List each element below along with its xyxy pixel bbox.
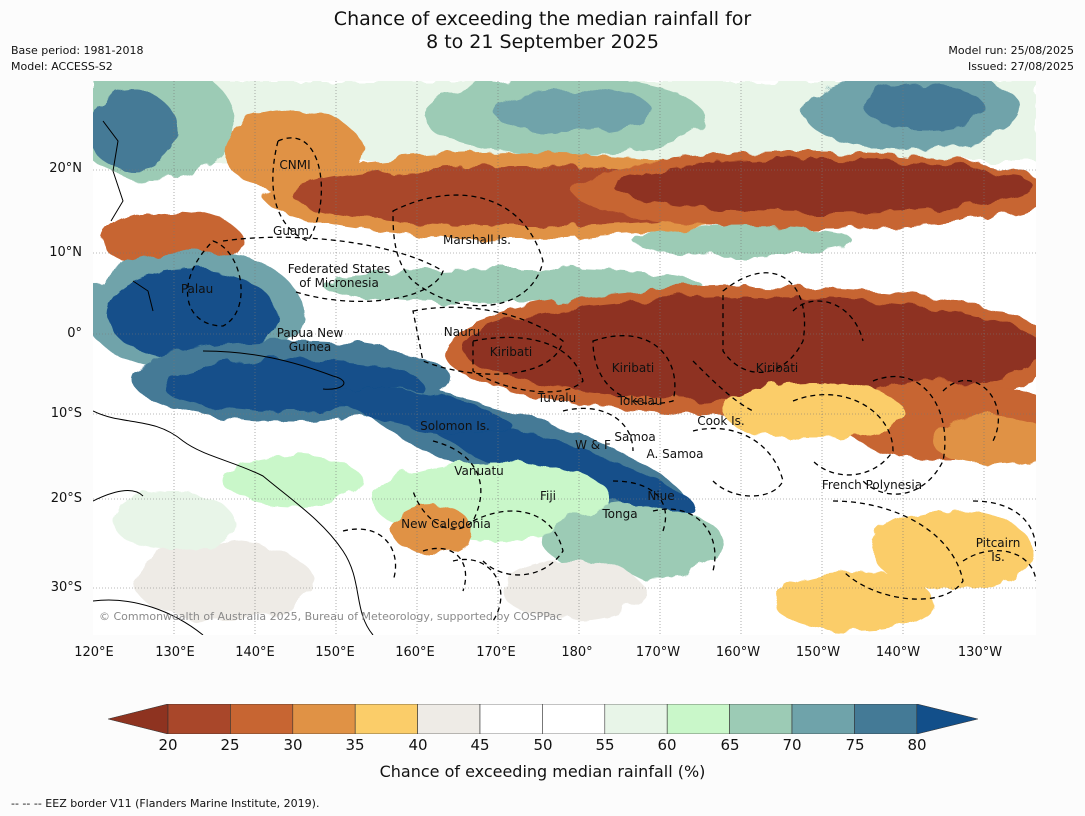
rainfall-map: CNMI Guam Marshall Is. Federated States … [93, 81, 1036, 635]
region-label-vanuatu: Vanuatu [454, 464, 504, 478]
colorbar-segment [666, 704, 730, 734]
colorbar-tick: 45 [470, 736, 490, 754]
colorbar-tick: 80 [907, 736, 927, 754]
colorbar-tick: 25 [220, 736, 240, 754]
lon-label: 160°E [395, 645, 435, 660]
colorbar-label: Chance of exceeding median rainfall (%) [379, 762, 706, 781]
region-label-wallis-futuna: W & F [575, 438, 611, 452]
meta-left: Base period: 1981-2018 Model: ACCESS-S2 [11, 43, 143, 75]
colorbar [108, 704, 978, 734]
colorbar-tick: 60 [657, 736, 677, 754]
lat-label: 10°S [50, 406, 82, 421]
graticule [93, 81, 1036, 635]
lon-label: 130°E [155, 645, 195, 660]
region-label-marshall-islands: Marshall Is. [443, 233, 511, 247]
region-label-french-polynesia: French Polynesia [821, 478, 923, 492]
colorbar-under-arrow [108, 704, 169, 734]
copyright-notice: © Commonwealth of Australia 2025, Bureau… [99, 610, 563, 623]
region-label-png: Papua New Guinea [276, 326, 344, 354]
eez-borders [186, 137, 1036, 622]
lon-label: 150°E [315, 645, 355, 660]
colorbar-segment [292, 704, 356, 734]
colorbar-segment [417, 704, 481, 734]
region-label-nauru: Nauru [443, 325, 481, 339]
region-label-kiribati-west: Kiribati [489, 345, 533, 359]
colorbar-segment [791, 704, 855, 734]
colorbar-tick: 65 [720, 736, 740, 754]
probability-field [93, 81, 1036, 635]
region-label-cook-islands: Cook Is. [697, 414, 745, 428]
model-name: Model: ACCESS-S2 [11, 60, 113, 73]
region-label-samoa: Samoa [614, 430, 656, 444]
lon-label: 180° [561, 645, 593, 660]
lon-label: 140°E [235, 645, 275, 660]
lon-label: 130°W [957, 645, 1003, 660]
region-label-kiribati-central: Kiribati [611, 361, 655, 375]
lon-label: 170°W [635, 645, 681, 660]
colorbar-over-arrow [916, 704, 978, 734]
colorbar-tick: 35 [345, 736, 365, 754]
colorbar-tick: 75 [845, 736, 865, 754]
lat-label: 20°N [49, 161, 82, 176]
map-field [93, 81, 1036, 635]
lat-label: 30°S [50, 580, 82, 595]
colorbar-segment [354, 704, 418, 734]
lon-label: 160°W [715, 645, 761, 660]
lon-label: 150°W [795, 645, 841, 660]
lon-label: 140°W [875, 645, 921, 660]
colorbar-segment [542, 704, 606, 734]
colorbar-tick: 70 [782, 736, 802, 754]
colorbar-segment [854, 704, 918, 734]
region-label-american-samoa: A. Samoa [646, 447, 704, 461]
lon-label: 120°E [74, 645, 114, 660]
lat-label: 0° [67, 326, 82, 341]
region-label-pitcairn: Pitcairn Is. [975, 536, 1021, 564]
region-label-tuvalu: Tuvalu [537, 391, 577, 405]
lat-label: 10°N [49, 245, 82, 260]
colorbar-tick: 30 [283, 736, 303, 754]
region-label-fiji: Fiji [539, 489, 557, 503]
colorbar-tick: 40 [408, 736, 428, 754]
region-label-tokelau: Tokelau [617, 394, 663, 408]
eez-legend-note: -- -- -- EEZ border V11 (Flanders Marine… [11, 797, 320, 810]
coastlines [93, 120, 374, 635]
colorbar-segment [230, 704, 294, 734]
base-period: Base period: 1981-2018 [11, 44, 144, 57]
issued-date: Issued: 27/08/2025 [967, 60, 1074, 73]
title-line-1: Chance of exceeding the median rainfall … [333, 8, 752, 30]
region-label-new-caledonia: New Caledonia [401, 517, 491, 531]
region-label-tonga: Tonga [602, 507, 638, 521]
title-line-2: 8 to 21 September 2025 [426, 31, 659, 53]
region-label-kiribati-east: Kiribati [755, 361, 799, 375]
lat-label: 20°S [50, 491, 82, 506]
model-run: Model run: 25/08/2025 [948, 44, 1074, 57]
colorbar-segment [167, 704, 231, 734]
lon-label: 170°E [476, 645, 516, 660]
region-label-cnmi: CNMI [279, 158, 311, 172]
region-label-guam: Guam [273, 224, 309, 238]
map-title: Chance of exceeding the median rainfall … [0, 8, 1085, 54]
region-label-micronesia: Federated States of Micronesia [287, 262, 391, 290]
meta-right: Model run: 25/08/2025 Issued: 27/08/2025 [948, 43, 1074, 75]
region-label-niue: Niue [647, 489, 675, 503]
colorbar-tick: 55 [595, 736, 615, 754]
region-label-palau: Palau [180, 282, 214, 296]
colorbar-segment [479, 704, 543, 734]
colorbar-segment [729, 704, 793, 734]
colorbar-tick: 50 [533, 736, 553, 754]
colorbar-tick: 20 [158, 736, 178, 754]
colorbar-segment [604, 704, 668, 734]
region-label-solomon-islands: Solomon Is. [420, 419, 490, 433]
